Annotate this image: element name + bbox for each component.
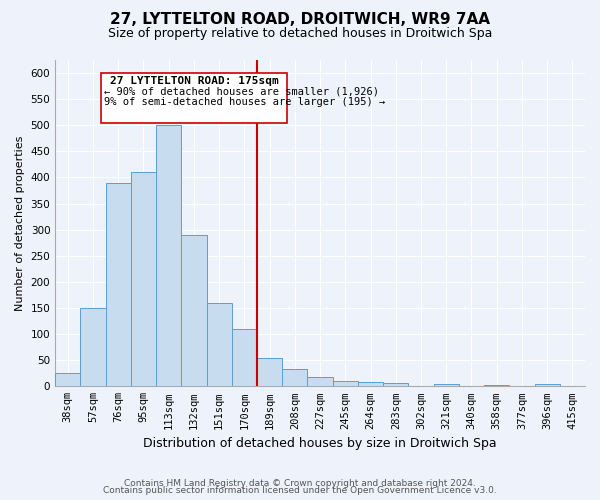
- Bar: [484, 384, 509, 386]
- Text: Size of property relative to detached houses in Droitwich Spa: Size of property relative to detached ho…: [108, 28, 492, 40]
- Bar: [156, 126, 181, 386]
- Bar: [257, 358, 282, 386]
- Y-axis label: Number of detached properties: Number of detached properties: [15, 136, 25, 311]
- Bar: [383, 382, 409, 386]
- Bar: [332, 380, 358, 386]
- Bar: [434, 384, 459, 386]
- Text: Contains public sector information licensed under the Open Government Licence v3: Contains public sector information licen…: [103, 486, 497, 495]
- Bar: [358, 382, 383, 386]
- Bar: [307, 377, 332, 386]
- X-axis label: Distribution of detached houses by size in Droitwich Spa: Distribution of detached houses by size …: [143, 437, 497, 450]
- Bar: [206, 303, 232, 386]
- Bar: [181, 235, 206, 386]
- FancyBboxPatch shape: [101, 73, 287, 122]
- Text: ← 90% of detached houses are smaller (1,926): ← 90% of detached houses are smaller (1,…: [104, 86, 379, 96]
- Bar: [131, 172, 156, 386]
- Bar: [106, 182, 131, 386]
- Text: Contains HM Land Registry data © Crown copyright and database right 2024.: Contains HM Land Registry data © Crown c…: [124, 478, 476, 488]
- Bar: [80, 308, 106, 386]
- Text: 27, LYTTELTON ROAD, DROITWICH, WR9 7AA: 27, LYTTELTON ROAD, DROITWICH, WR9 7AA: [110, 12, 490, 28]
- Bar: [282, 369, 307, 386]
- Text: 27 LYTTELTON ROAD: 175sqm: 27 LYTTELTON ROAD: 175sqm: [110, 76, 278, 86]
- Bar: [232, 329, 257, 386]
- Bar: [55, 374, 80, 386]
- Text: 9% of semi-detached houses are larger (195) →: 9% of semi-detached houses are larger (1…: [104, 96, 386, 106]
- Bar: [535, 384, 560, 386]
